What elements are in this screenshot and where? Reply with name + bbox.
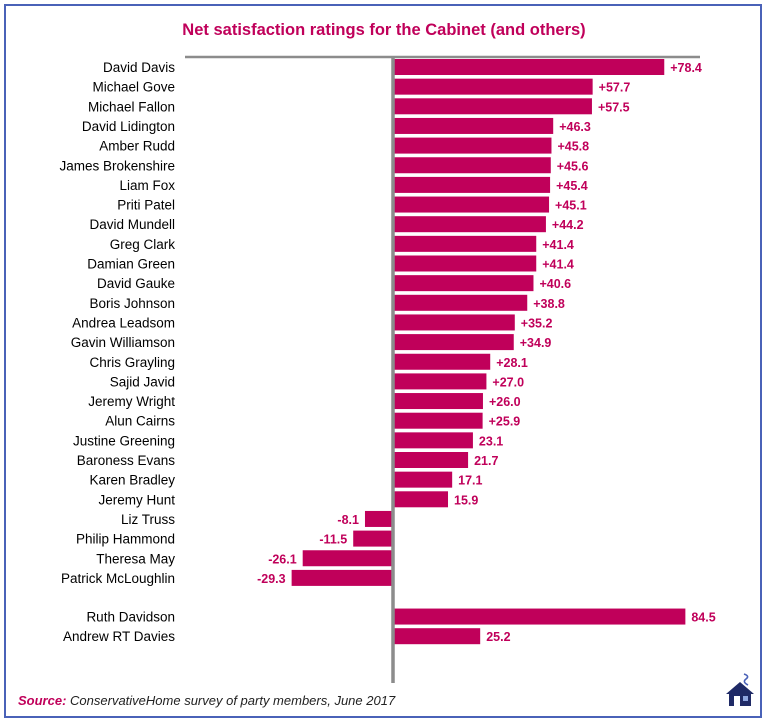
data-label: +38.8 (533, 297, 565, 311)
bar (393, 294, 528, 311)
category-label: Baroness Evans (77, 453, 176, 468)
bar (393, 216, 546, 233)
data-label: +27.0 (492, 375, 524, 389)
category-label: David Lidington (82, 119, 175, 134)
bar (393, 628, 481, 645)
data-label: +45.6 (557, 159, 589, 173)
bar (393, 98, 592, 115)
category-label: Michael Fallon (88, 99, 175, 114)
bar (393, 235, 537, 252)
data-label: 84.5 (691, 611, 715, 625)
data-label: +41.4 (542, 258, 574, 272)
category-label: Priti Patel (117, 198, 175, 213)
data-label: 23.1 (479, 434, 503, 448)
bar (393, 608, 686, 625)
category-label: Alun Cairns (105, 414, 175, 429)
bar (393, 471, 453, 488)
category-label: Ruth Davidson (86, 610, 175, 625)
category-label: David Gauke (97, 276, 175, 291)
data-label: -11.5 (319, 533, 347, 547)
bar (393, 432, 473, 449)
category-label: James Brokenshire (59, 158, 175, 173)
source-text: ConservativeHome survey of party members… (70, 693, 396, 708)
category-label: Justine Greening (73, 433, 175, 448)
category-label: Liz Truss (121, 512, 175, 527)
data-label: +45.4 (556, 179, 588, 193)
category-label: Greg Clark (110, 237, 176, 252)
bar (393, 137, 552, 154)
chart-title: Net satisfaction ratings for the Cabinet… (182, 21, 586, 39)
source-label: Source: (18, 693, 67, 708)
category-label: Amber Rudd (99, 139, 175, 154)
data-label: +46.3 (559, 120, 591, 134)
bar (302, 550, 393, 567)
category-label: Andrew RT Davies (63, 629, 175, 644)
category-label: Liam Fox (119, 178, 175, 193)
data-label: 17.1 (458, 474, 482, 488)
data-label: +44.2 (552, 218, 584, 232)
data-label: +41.4 (542, 238, 574, 252)
bar (393, 117, 554, 134)
bar (393, 196, 550, 213)
chart-frame (4, 4, 762, 718)
data-label: 21.7 (474, 454, 498, 468)
bar (393, 78, 593, 95)
category-label: David Davis (103, 60, 175, 75)
bar (393, 255, 537, 272)
bar (353, 530, 393, 547)
bar (393, 334, 514, 351)
bar (393, 353, 491, 370)
bar (393, 373, 487, 390)
category-label: Sajid Javid (110, 374, 175, 389)
data-label: 25.2 (486, 630, 510, 644)
category-label: Boris Johnson (89, 296, 175, 311)
data-label: -26.1 (268, 552, 297, 566)
category-label: Chris Grayling (89, 355, 175, 370)
data-label: +40.6 (539, 277, 571, 291)
bar (393, 314, 515, 331)
category-label: Michael Gove (92, 80, 175, 95)
category-label: Jeremy Hunt (98, 492, 175, 507)
data-label: +28.1 (496, 356, 528, 370)
category-label: Patrick McLoughlin (61, 571, 175, 586)
data-label: +34.9 (520, 336, 552, 350)
category-label: Gavin Williamson (71, 335, 175, 350)
bar (364, 510, 393, 527)
bar (393, 275, 534, 292)
bar (393, 412, 483, 429)
data-label: +26.0 (489, 395, 521, 409)
bar (393, 393, 483, 410)
data-label: +45.1 (555, 199, 587, 213)
category-label: Karen Bradley (89, 473, 175, 488)
category-label: Andrea Leadsom (72, 315, 175, 330)
data-label: +35.2 (521, 316, 553, 330)
category-label: Damian Green (87, 257, 175, 272)
category-label: David Mundell (89, 217, 175, 232)
category-label: Philip Hammond (76, 532, 175, 547)
house-icon (726, 673, 754, 706)
data-label: -29.3 (257, 572, 286, 586)
data-label: +57.7 (599, 81, 631, 95)
data-label: -8.1 (337, 513, 359, 527)
bar (393, 491, 449, 508)
data-label: +57.5 (598, 100, 630, 114)
data-label: +25.9 (489, 415, 521, 429)
bar (291, 569, 393, 586)
category-label: Theresa May (96, 551, 175, 566)
bar (393, 59, 665, 75)
bar (393, 452, 469, 468)
data-label: +45.8 (557, 140, 589, 154)
bar (393, 157, 551, 174)
category-label: Jeremy Wright (88, 394, 175, 409)
data-label: +78.4 (670, 61, 702, 75)
bar (393, 176, 551, 193)
source-note: Source: ConservativeHome survey of party… (18, 693, 395, 708)
data-label: 15.9 (454, 493, 478, 507)
